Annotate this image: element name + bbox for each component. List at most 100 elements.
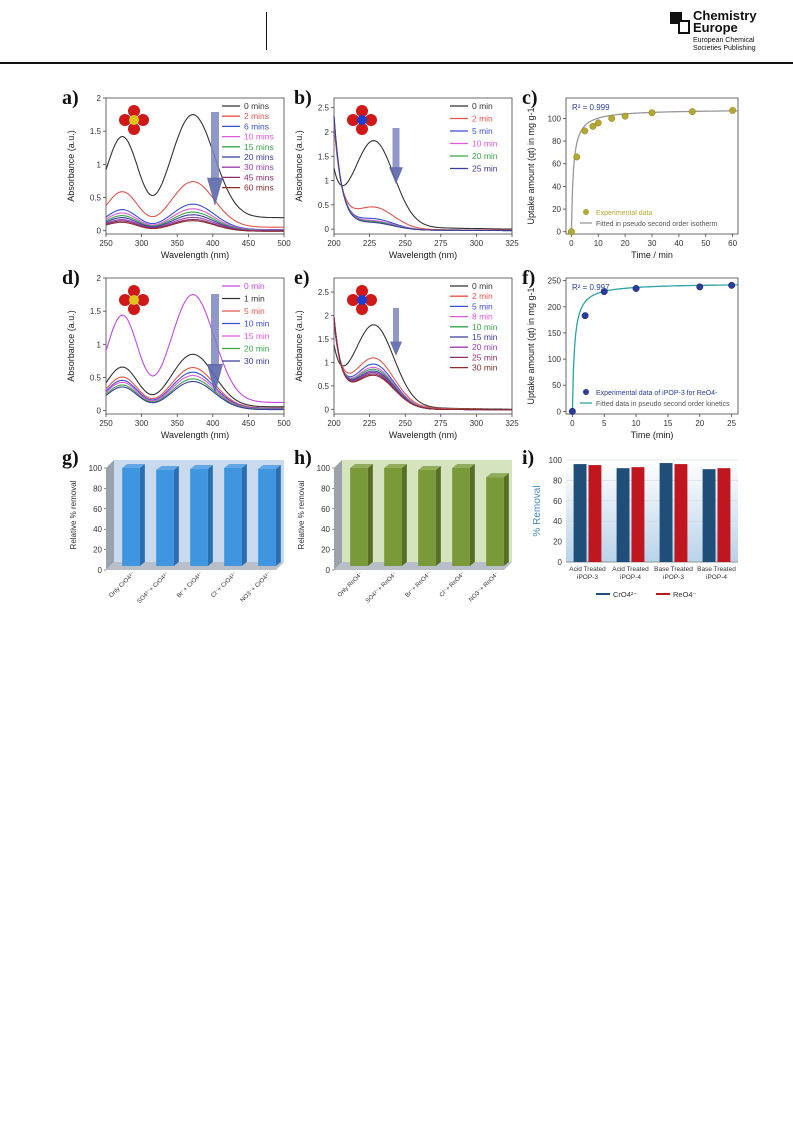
bar-top (122, 464, 145, 468)
y-axis-title: Absorbance (a.u.) (294, 130, 304, 202)
legend-label: Fitted data in pseudo second order kinet… (596, 401, 730, 408)
y-axis-title: Absorbance (a.u.) (294, 310, 304, 382)
y-tick-label: 0 (558, 558, 563, 567)
legend-label: 5 min (244, 306, 265, 316)
oxygen-atom (356, 303, 368, 315)
x-tick-label: 250 (99, 239, 113, 248)
bar (702, 469, 716, 562)
data-point (621, 112, 629, 120)
bar (258, 469, 276, 566)
y-tick-label: 100 (548, 355, 562, 364)
oxygen-atom (128, 285, 140, 297)
y-tick-label: 0 (325, 225, 330, 234)
category-label: Br⁻+ CrO4²⁻ (176, 571, 204, 599)
legend-label: 20 min (472, 151, 498, 161)
legend-label: 45 mins (244, 172, 274, 182)
x-tick-label: 50 (701, 239, 710, 248)
legend-label: 5 min (472, 126, 493, 136)
x-tick-label: 300 (135, 239, 149, 248)
x-tick-label: 10 (594, 239, 603, 248)
data-point (632, 285, 640, 292)
y-tick-label: 1 (325, 177, 330, 186)
legend-label: 10 mins (244, 132, 274, 142)
arrow-shaft (211, 294, 219, 366)
category-label: Br⁻+ ReO4⁻ (405, 571, 433, 599)
x-tick-label: 0 (570, 419, 575, 428)
bar-top (452, 464, 475, 468)
y-tick-label: 60 (552, 160, 561, 169)
x-tick-label: 250 (399, 419, 413, 428)
panel-label: a) (62, 87, 79, 109)
panel-b: 0 0.5 1 1.5 2 2.5 200 225 250 275 300 325 Wavelength… (292, 87, 520, 266)
oxygen-atom (137, 114, 149, 126)
arrow-shaft (211, 112, 219, 180)
page-header: Chemistry Europe European Chemical Socie… (0, 0, 793, 64)
legend-label: 0 mins (244, 101, 269, 111)
y-axis-title: % Removal (532, 485, 543, 536)
x-tick-label: 325 (505, 239, 519, 248)
x-tick-label: 300 (470, 239, 484, 248)
data-point (728, 281, 736, 289)
y-tick-label: 40 (321, 525, 330, 534)
fit-curve (571, 284, 738, 412)
x-axis-title: Wavelength (nm) (389, 430, 457, 440)
series-line (333, 316, 512, 411)
series-line (105, 294, 284, 403)
legend-label: 20 mins (244, 152, 274, 162)
x-tick-label: 450 (242, 419, 256, 428)
r-squared-annotation: R² = 0.997 (572, 283, 610, 292)
x-tick-label: 400 (206, 419, 220, 428)
arrow-shaft (393, 308, 399, 343)
bar-side (469, 464, 475, 566)
panel-label: i) (522, 447, 534, 469)
y-tick-label: 1 (325, 358, 330, 367)
category-label-line2: iPOP-4 (706, 574, 727, 581)
panel-e: 0 0.5 1 1.5 2 2.5 200 225 250 275 300 325 Wavelength… (292, 267, 520, 446)
bar (224, 468, 242, 566)
category-label-line1: Base Treated (654, 566, 693, 573)
brand-line-1: Chemistry (693, 8, 757, 23)
y-tick-label: 0 (325, 405, 330, 414)
data-point (581, 312, 589, 320)
brand-subtitle: European Chemical Societies Publishing (693, 37, 756, 53)
x-tick-label: 300 (470, 419, 484, 428)
category-label: Only ReO4⁻ (337, 571, 364, 598)
y-tick-label: 2.5 (318, 288, 330, 297)
bar (573, 464, 587, 562)
central-atom (357, 295, 367, 305)
y-tick-label: 20 (93, 546, 102, 555)
chart-f-svg: 0 50 100 150 200 250 0 5 10 15 20 25 Time (min) Uptak… (522, 267, 739, 440)
panel-label: b) (294, 87, 312, 109)
bar-top (418, 466, 441, 471)
category-label: NO3⁻+ CrO4²⁻ (240, 571, 273, 604)
x-axis-title: Wavelength (nm) (161, 250, 229, 260)
category-label-line1: Base Treated (697, 566, 736, 573)
series-line (333, 140, 512, 230)
bar-top (258, 465, 281, 470)
data-point (581, 127, 589, 135)
category-label-line1: Acid Treated (569, 566, 606, 573)
legend-label: CrO4²⁻ (613, 590, 637, 599)
panel-label: d) (62, 267, 80, 289)
y-tick-label: 2 (325, 312, 330, 321)
y-tick-label: 250 (548, 277, 562, 286)
legend-label: ReO4⁻ (673, 590, 697, 599)
y-tick-label: 1 (97, 340, 102, 349)
arrow-shaft (392, 128, 400, 169)
y-axis-title: Absorbance (a.u.) (66, 130, 76, 202)
anion-molecule-icon (347, 105, 377, 135)
series-line (105, 380, 284, 411)
category-label: SO4²⁻+ ReO4⁻ (365, 571, 398, 604)
bar (588, 465, 602, 562)
y-tick-label: 100 (89, 464, 103, 473)
bar-top (384, 464, 407, 468)
plot-frame (105, 277, 285, 415)
y-tick-label: 0 (326, 566, 331, 575)
bar-top (190, 465, 213, 470)
bar (384, 468, 402, 566)
arrow-head (390, 341, 402, 356)
oxygen-atom (356, 285, 368, 297)
x-axis-title: Time (min) (631, 430, 674, 440)
x-tick-label: 500 (277, 419, 291, 428)
